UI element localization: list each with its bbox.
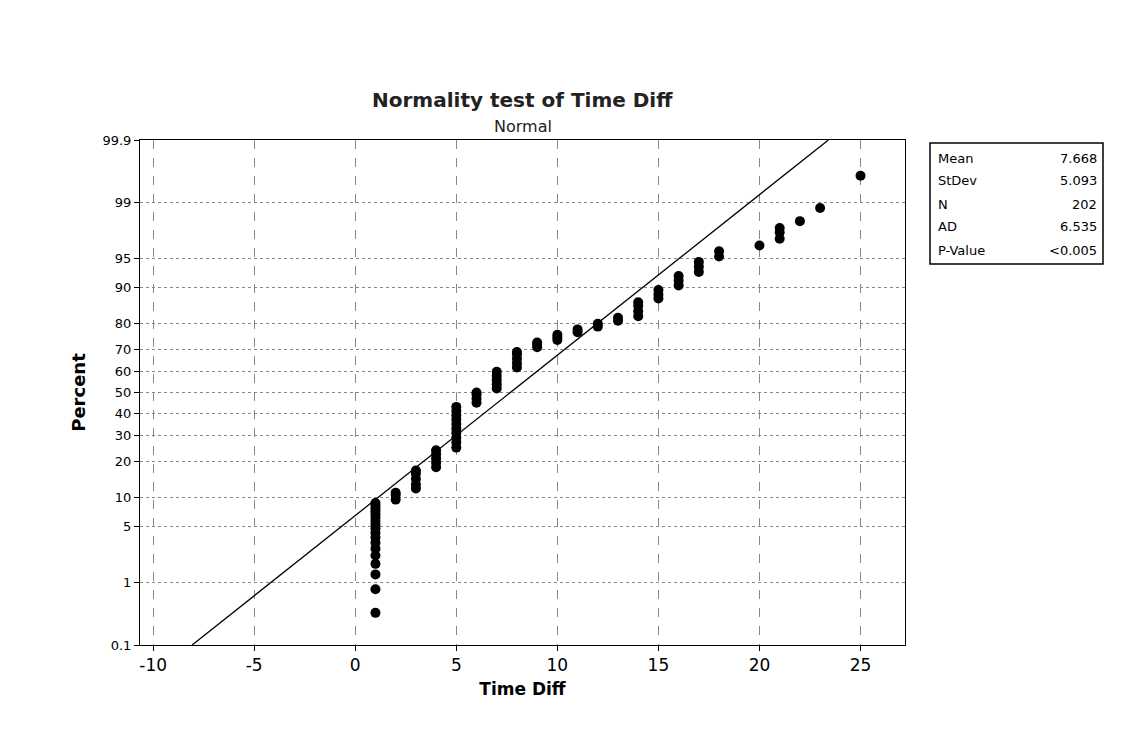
svg-text:70: 70: [115, 342, 132, 357]
svg-text:-5: -5: [246, 655, 263, 675]
svg-text:5: 5: [123, 519, 131, 534]
svg-text:<0.005: <0.005: [1049, 243, 1097, 258]
svg-text:Mean: Mean: [938, 151, 973, 166]
svg-text:Percent: Percent: [68, 353, 89, 432]
svg-text:95: 95: [115, 251, 132, 266]
svg-text:30: 30: [115, 428, 132, 443]
svg-text:20: 20: [115, 454, 132, 469]
svg-text:99: 99: [115, 195, 132, 210]
svg-text:50: 50: [115, 385, 132, 400]
svg-text:1: 1: [123, 575, 131, 590]
svg-text:10: 10: [115, 490, 132, 505]
svg-text:80: 80: [115, 316, 132, 331]
svg-text:6.535: 6.535: [1060, 219, 1097, 234]
svg-text:StDev: StDev: [938, 173, 977, 188]
svg-text:5: 5: [451, 655, 462, 675]
svg-text:15: 15: [648, 655, 670, 675]
svg-text:Time Diff: Time Diff: [479, 679, 566, 699]
svg-text:25: 25: [850, 655, 872, 675]
svg-text:99.9: 99.9: [102, 133, 131, 148]
svg-text:60: 60: [115, 364, 132, 379]
svg-text:10: 10: [547, 655, 569, 675]
svg-text:Normality test of Time Diff: Normality test of Time Diff: [372, 88, 673, 112]
svg-text:202: 202: [1072, 197, 1097, 212]
svg-text:5.093: 5.093: [1060, 173, 1097, 188]
svg-text:P-Value: P-Value: [938, 243, 985, 258]
svg-text:7.668: 7.668: [1060, 151, 1097, 166]
svg-text:0.1: 0.1: [111, 638, 132, 653]
svg-text:AD: AD: [938, 219, 957, 234]
svg-text:40: 40: [115, 406, 132, 421]
svg-text:N: N: [938, 197, 948, 212]
svg-text:20: 20: [749, 655, 771, 675]
svg-text:0: 0: [350, 655, 361, 675]
svg-text:90: 90: [115, 280, 132, 295]
svg-text:-10: -10: [139, 655, 167, 675]
svg-text:Normal: Normal: [494, 117, 552, 136]
